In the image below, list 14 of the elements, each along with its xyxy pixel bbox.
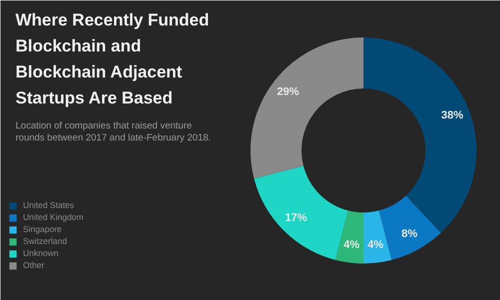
data-label: 8% <box>402 228 418 240</box>
legend-label: United Kingdom <box>23 212 84 222</box>
data-label: 4% <box>344 239 360 252</box>
data-label: 38% <box>441 109 464 122</box>
legend-label: United States <box>23 200 74 210</box>
legend-label: Singapore <box>23 224 62 234</box>
text: Where Recently Funded Blockchain and Blockchain Adjacent Startups Are Based <box>16 10 210 108</box>
data-label: 4% <box>368 239 384 252</box>
legend-label: Unknown <box>23 248 58 258</box>
data-label: 17% <box>284 212 308 224</box>
legend-label: Switzerland <box>23 236 67 246</box>
data-label: 29% <box>277 86 300 98</box>
text: Location of companies that raised venture rounds between 2017 and late-February 2018. <box>16 120 211 144</box>
legend-label: Other <box>23 260 44 270</box>
